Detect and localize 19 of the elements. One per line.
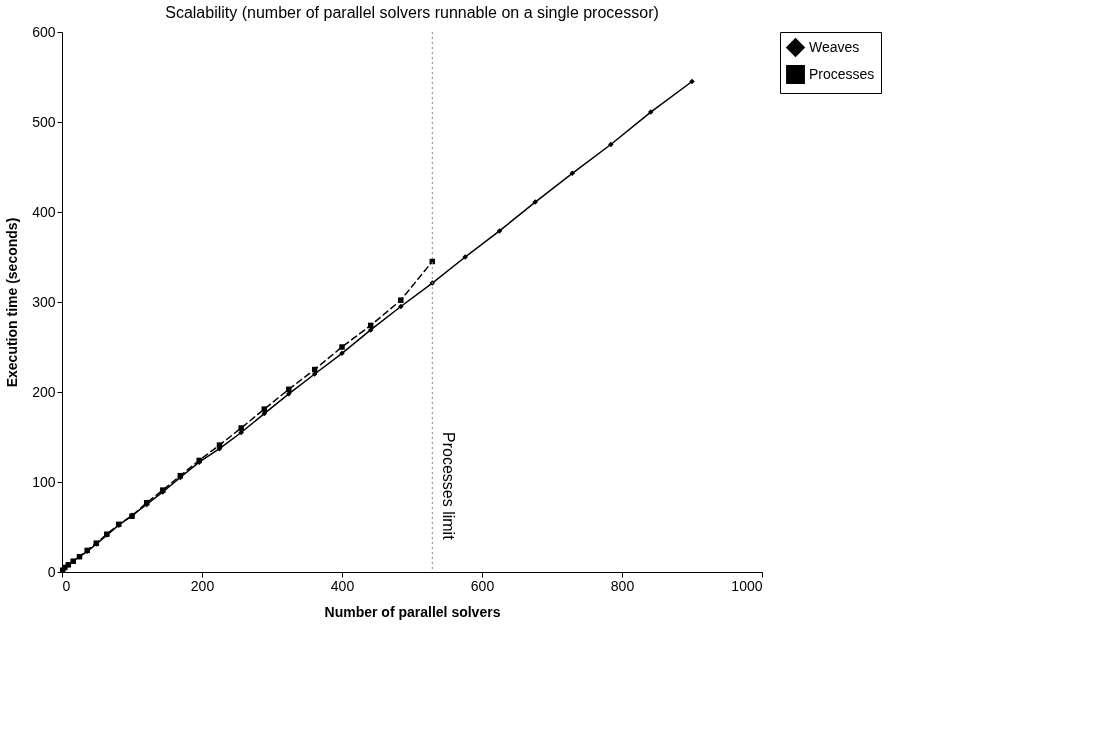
y-tick-label: 0	[47, 563, 56, 580]
y-axis-title: Execution time (seconds)	[4, 217, 21, 388]
x-tick-label: 400	[330, 577, 355, 594]
y-tick-label: 200	[32, 383, 56, 400]
chart-title: Scalability (number of parallel solvers runnable on a single processor)	[165, 4, 659, 21]
legend-label: Processes	[809, 65, 875, 82]
y-tick-label: 400	[32, 203, 56, 220]
legend-label: Weaves	[809, 38, 860, 55]
y-tick-label: 100	[32, 473, 56, 490]
y-tick-label: 500	[32, 113, 56, 130]
y-tick-label: 300	[32, 293, 56, 310]
x-tick-label: 600	[470, 577, 495, 594]
y-tick-label: 600	[32, 23, 56, 40]
x-tick-label: 1000	[731, 577, 763, 594]
x-axis-title: Number of parallel solvers	[324, 603, 501, 620]
ref-line-label: Processes limit	[440, 432, 458, 541]
x-tick-label: 800	[610, 577, 635, 594]
x-tick-label: 0	[62, 577, 71, 594]
x-tick-label: 200	[190, 577, 215, 594]
